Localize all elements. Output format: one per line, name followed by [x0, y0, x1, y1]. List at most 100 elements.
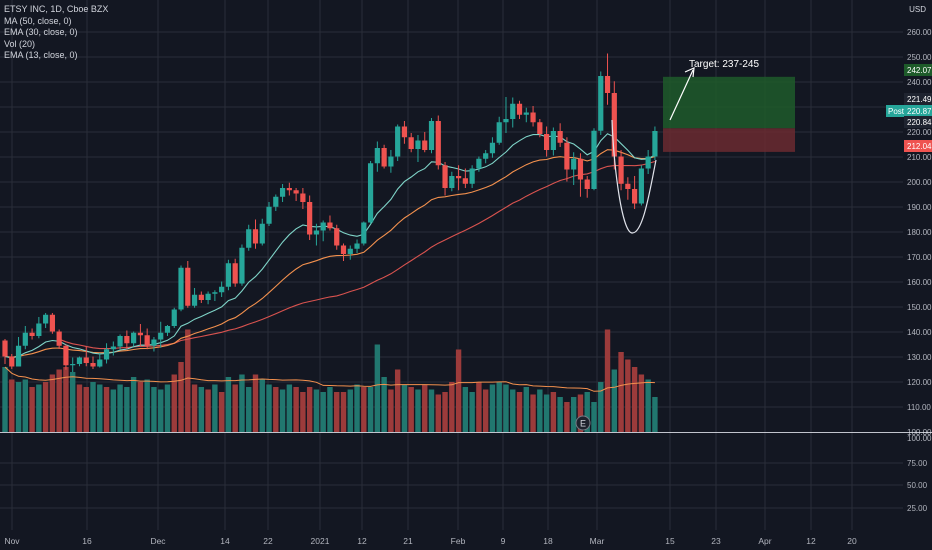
candle: [266, 202, 272, 226]
price-axis-label: 110.00: [907, 403, 931, 412]
candle: [401, 121, 408, 144]
candle: [483, 150, 489, 164]
volume-bar: [408, 387, 414, 432]
candle: [510, 97, 516, 128]
pane-separator: [0, 432, 932, 433]
candle: [219, 281, 225, 297]
ma50-line: [59, 160, 656, 350]
candle-body: [300, 193, 306, 202]
candle: [415, 135, 421, 162]
volume-bar: [618, 352, 624, 432]
candle-body: [645, 156, 651, 169]
target-annotation: Target: 237-245: [689, 59, 759, 70]
candle-body: [537, 122, 543, 134]
volume-ma-line: [4, 366, 655, 392]
price-tag-bg: [904, 64, 932, 76]
candle: [9, 354, 15, 369]
candle: [388, 150, 394, 173]
volume-bar: [185, 329, 191, 432]
candle-body: [327, 222, 333, 229]
price-axis-label: 130.00: [907, 353, 932, 362]
candle: [598, 71, 604, 135]
candle-body: [198, 294, 204, 300]
price-axis: 100.00 110.00 120.00 130.00 140.00 150.00 160.…: [904, 28, 932, 513]
candle-body: [489, 142, 496, 154]
candle: [43, 313, 49, 328]
volume-bar: [259, 379, 265, 432]
candle-body: [158, 332, 164, 340]
cup-pattern-curve: [611, 119, 657, 234]
candle: [49, 313, 55, 334]
candle-body: [334, 228, 340, 246]
volume-bar: [293, 387, 299, 432]
volume-bar: [523, 387, 529, 432]
candle: [577, 153, 584, 197]
price-tag: 242.07: [904, 64, 932, 76]
candle: [381, 144, 387, 169]
candle: [645, 150, 651, 174]
candle: [259, 218, 265, 246]
volume-bar: [225, 377, 232, 432]
time-axis-label: 14: [220, 536, 230, 546]
candle-body: [219, 286, 225, 293]
volume-bar: [645, 379, 651, 432]
candle: [307, 195, 313, 240]
volume-bar: [286, 384, 293, 432]
volume-bar: [15, 382, 22, 432]
candle: [144, 328, 150, 350]
candle: [83, 346, 89, 367]
price-tag-bg: [904, 116, 932, 128]
price-tag-bg: [904, 140, 932, 152]
candle: [313, 223, 320, 246]
candle-body: [388, 156, 394, 167]
price-tag-bg: [904, 93, 932, 105]
volume-bar: [191, 384, 198, 432]
candle-body: [70, 364, 76, 366]
candle: [178, 265, 184, 312]
volume-axis-label: 50.00: [907, 481, 928, 490]
volume-bar: [570, 397, 577, 432]
candle-body: [530, 112, 536, 123]
volume-bar: [158, 389, 164, 432]
volume-bar: [503, 384, 509, 432]
candle-body: [9, 356, 15, 367]
price-axis-label: 180.00: [907, 228, 932, 237]
candle-body: [591, 130, 597, 189]
volume-bar: [394, 369, 401, 432]
candle: [239, 244, 245, 286]
volume-bar: [340, 392, 347, 432]
candle-body: [259, 223, 265, 244]
candle: [232, 258, 238, 287]
candle: [503, 97, 509, 133]
candle-body: [476, 158, 482, 169]
chart-legend: ETSY INC, 1D, Cboe BZX MA (50, close, 0)…: [4, 4, 108, 62]
volume-bar: [537, 389, 543, 432]
volume-bar: [266, 384, 272, 432]
candle-body: [56, 331, 62, 346]
candle-body: [604, 76, 611, 93]
candle: [347, 245, 353, 260]
time-axis-label: Feb: [451, 536, 466, 546]
candle-body: [483, 153, 489, 159]
candle: [205, 291, 211, 305]
candle-body: [117, 336, 123, 347]
candle-body: [415, 140, 421, 149]
candle: [70, 357, 76, 372]
time-axis-label: Dec: [150, 536, 166, 546]
volume-bar: [543, 394, 550, 432]
candle: [530, 106, 536, 127]
legend-ema30: EMA (30, close, 0): [4, 27, 78, 37]
volume-bar: [455, 349, 462, 432]
candle-body: [340, 245, 347, 254]
target-zone: [663, 76, 795, 129]
candle-body: [584, 179, 590, 189]
candle-body: [516, 103, 523, 115]
volume-bar: [137, 382, 144, 432]
time-axis-label: Apr: [758, 536, 771, 546]
candle: [90, 356, 96, 369]
candle: [252, 219, 259, 249]
candle-body: [232, 263, 238, 284]
candle-body: [435, 121, 441, 166]
candle-body: [212, 292, 218, 294]
